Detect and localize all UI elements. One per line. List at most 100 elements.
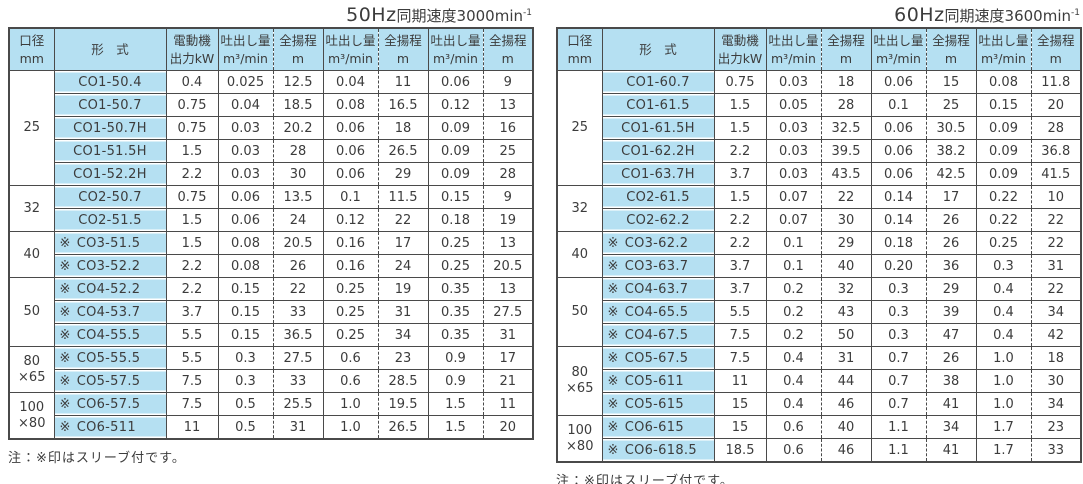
- model-name: CO6-57.5: [76, 396, 141, 412]
- model-name: CO3-51.5: [76, 235, 141, 251]
- cell-total-head: 33: [1030, 438, 1082, 463]
- cell-model: ※ CO4-52.2: [53, 277, 167, 301]
- cell-total-head: 25: [482, 139, 534, 163]
- table-row: ※ CO5-57.5 7.5 0.3 33 0.6 28.5 0.9 21: [9, 369, 534, 393]
- cell-total-head: 25.5: [272, 392, 324, 416]
- table-row: ※ CO3-63.7 3.7 0.1 40 0.20 36 0.3 31: [557, 254, 1082, 278]
- cell-total-head: 22: [377, 208, 429, 232]
- cell-discharge: 0.2: [765, 277, 822, 301]
- cell-total-head: 29: [820, 231, 872, 255]
- model-name: CO3-63.7: [624, 258, 689, 274]
- cell-motor-output: 0.75: [165, 93, 219, 117]
- cell-total-head: 42.5: [925, 162, 977, 186]
- cell-motor-output: 3.7: [165, 300, 219, 324]
- cell-discharge: 0.025: [217, 70, 274, 94]
- cell-total-head: 43.5: [820, 162, 872, 186]
- cell-discharge: 0.22: [975, 185, 1032, 209]
- cell-motor-output: 0.75: [165, 116, 219, 140]
- col-header-motor-output: 電動機 出力kW: [713, 27, 767, 71]
- cell-discharge: 0.3: [217, 346, 274, 370]
- cell-discharge: 0.7: [870, 346, 927, 370]
- cell-discharge: 0.3: [870, 277, 927, 301]
- cell-discharge: 1.5: [427, 392, 484, 416]
- cell-total-head: 26.5: [377, 415, 429, 440]
- cell-motor-output: 7.5: [713, 323, 767, 347]
- cell-discharge: 0.9: [427, 369, 484, 393]
- cell-total-head: 23: [377, 346, 429, 370]
- cell-motor-output: 5.5: [165, 346, 219, 370]
- cell-total-head: 17: [482, 346, 534, 370]
- cell-model: CO2-62.2: [601, 208, 715, 232]
- cell-total-head: 39.5: [820, 139, 872, 163]
- cell-total-head: 36: [925, 254, 977, 278]
- model-name: CO2-62.2: [626, 212, 690, 228]
- cell-discharge: 0.3: [870, 300, 927, 324]
- cell-discharge: 0.20: [870, 254, 927, 278]
- cell-model: ※ CO5-55.5: [53, 346, 167, 370]
- col-header-total-head: 全揚程 m: [377, 27, 429, 71]
- model-name: CO4-63.7: [624, 281, 689, 297]
- cell-discharge: 0.09: [975, 139, 1032, 163]
- cell-discharge: 0.04: [322, 70, 379, 94]
- cell-discharge: 0.6: [322, 369, 379, 393]
- sleeve-mark-icon: ※: [607, 304, 619, 320]
- cell-discharge: 0.35: [427, 277, 484, 301]
- cell-total-head: 32: [820, 277, 872, 301]
- header-row: 口径 mm 形 式電動機 出力kW 吐出し量 m³/min 全揚程 m 吐出し量 m³/min 全揚…: [8, 27, 534, 71]
- cell-motor-output: 1.5: [165, 231, 219, 255]
- cell-total-head: 19: [377, 277, 429, 301]
- cell-discharge: 0.08: [217, 231, 274, 255]
- cell-discharge: 0.09: [975, 116, 1032, 140]
- cell-diameter-size: 80 ×65: [556, 346, 603, 416]
- cell-total-head: 31: [482, 323, 534, 347]
- sleeve-mark-icon: ※: [607, 396, 619, 412]
- cell-discharge: 0.06: [322, 162, 379, 186]
- cell-total-head: 26.5: [377, 139, 429, 163]
- cell-total-head: 31: [1030, 254, 1082, 278]
- model-name: CO4-65.5: [624, 304, 689, 320]
- table-row: CO2-62.2 2.2 0.07 30 0.14 26 0.22 22: [557, 208, 1082, 232]
- cell-discharge: 0.3: [217, 369, 274, 393]
- table-row: CO2-51.5 1.5 0.06 24 0.12 22 0.18 19: [9, 208, 534, 232]
- cell-model: CO2-61.5: [601, 185, 715, 209]
- col-header-discharge: 吐出し量 m³/min: [870, 27, 927, 71]
- title-speed-label: 同期速度3000min: [396, 7, 524, 25]
- cell-model: ※ CO5-615: [601, 392, 715, 416]
- cell-diameter-size: 40: [556, 231, 603, 278]
- model-name: CO5-67.5: [624, 350, 689, 366]
- cell-motor-output: 18.5: [713, 438, 767, 463]
- table-row: 80 ×65 ※ CO5-55.5 5.5 0.3 27.5 0.6 23 0.9 17: [8, 346, 534, 393]
- cell-discharge: 0.35: [427, 300, 484, 324]
- cell-total-head: 28: [1030, 116, 1082, 140]
- cell-total-head: 20: [1030, 93, 1082, 117]
- cell-diameter-size: 100 ×80: [8, 392, 55, 440]
- cell-motor-output: 11: [165, 415, 219, 440]
- cell-total-head: 13: [482, 231, 534, 255]
- cell-total-head: 31: [377, 300, 429, 324]
- cell-total-head: 26: [925, 346, 977, 370]
- cell-total-head: 22: [1030, 208, 1082, 232]
- cell-model: CO1-62.2H: [601, 139, 715, 163]
- cell-discharge: 0.03: [217, 116, 274, 140]
- cell-total-head: 13: [482, 93, 534, 117]
- col-header-discharge: 吐出し量 m³/min: [765, 27, 822, 71]
- cell-motor-output: 3.7: [713, 162, 767, 186]
- table-row: ※ CO4-55.5 5.5 0.15 36.5 0.25 34 0.35 31: [9, 323, 534, 347]
- table-row: 25 CO1-60.7 0.75 0.03 18 0.06 15 0.08 11.8: [556, 70, 1082, 186]
- cell-total-head: 44: [820, 369, 872, 393]
- cell-total-head: 36.8: [1030, 139, 1082, 163]
- cell-total-head: 38: [925, 369, 977, 393]
- cell-total-head: 34: [925, 415, 977, 439]
- col-header-total-head: 全揚程 m: [820, 27, 872, 71]
- cell-discharge: 0.15: [217, 323, 274, 347]
- cell-total-head: 30: [820, 208, 872, 232]
- cell-discharge: 0.06: [217, 185, 274, 209]
- cell-motor-output: 2.2: [713, 231, 767, 255]
- cell-total-head: 39: [925, 300, 977, 324]
- cell-motor-output: 3.7: [713, 277, 767, 301]
- cell-total-head: 9: [482, 70, 534, 94]
- cell-discharge: 0.16: [322, 254, 379, 278]
- cell-discharge: 0.1: [765, 254, 822, 278]
- cell-motor-output: 1.5: [713, 116, 767, 140]
- cell-model: ※ CO4-67.5: [601, 323, 715, 347]
